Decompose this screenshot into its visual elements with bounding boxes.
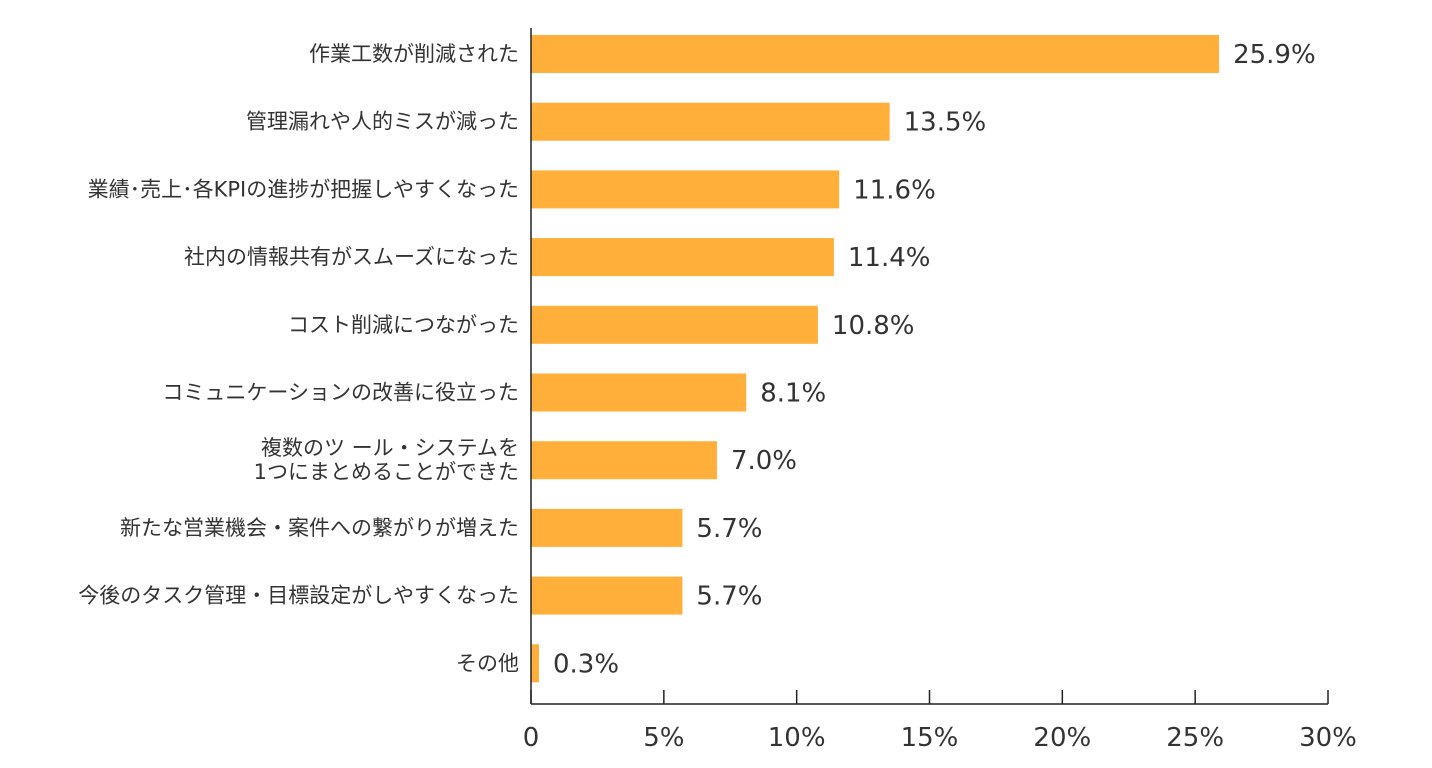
category-label-5: コミュニケーションの改善に役立った [162,381,519,405]
bar-7 [531,508,683,547]
category-label-1: 管理漏れや人的ミスが減った [246,110,519,134]
category-label-7: 新たな営業機会・案件への繋がりが増えた [120,516,519,540]
bar-6 [531,441,717,480]
x-tick-label-0: 0 [523,723,540,753]
bar-1 [531,102,890,141]
category-label-0: 作業工数が削減された [309,42,519,66]
value-label-0: 25.9% [1233,40,1316,70]
category-label-4: コスト削減につながった [288,313,519,337]
value-label-3: 11.4% [848,243,931,273]
bar-9 [531,644,539,683]
value-label-1: 13.5% [904,108,987,138]
x-tick-label-3: 15% [901,723,959,753]
axes-group [530,28,1329,705]
category-label-3: 社内の情報共有がスムーズになった [184,245,519,269]
value-label-8: 5.7% [696,582,762,612]
x-tick-label-4: 20% [1033,723,1091,753]
bars-group [531,35,1220,683]
bar-2 [531,170,840,209]
category-label-2: 業績･売上･各KPIの進捗が把握しやすくなった [88,177,519,201]
value-label-5: 8.1% [760,379,826,409]
x-tick-label-6: 30% [1299,723,1357,753]
value-label-6: 7.0% [731,446,797,476]
category-label-6-line-0: 複数のツ ール・システムを [261,436,519,460]
category-label-9: その他 [456,651,519,675]
x-tick-label-2: 10% [768,723,826,753]
x-tick-label-1: 5% [643,723,684,753]
category-label-8: 今後のタスク管理・目標設定がしやすくなった [78,584,519,608]
category-label-6-line-1: 1つにまとめることができた [254,460,519,484]
value-label-2: 11.6% [853,175,936,205]
value-label-9: 0.3% [553,649,619,679]
bar-3 [531,238,834,277]
bar-8 [531,576,683,615]
x-tick-label-5: 25% [1166,723,1224,753]
bar-0 [531,35,1220,73]
bar-5 [531,373,747,412]
value-label-4: 10.8% [832,311,915,341]
labels-group: 25.9% 作業工数が削減された 13.5% 管理漏れや人的ミスが減った 11.6% 業績… [78,40,1357,753]
value-label-7: 5.7% [696,514,762,544]
bar-4 [531,305,818,344]
